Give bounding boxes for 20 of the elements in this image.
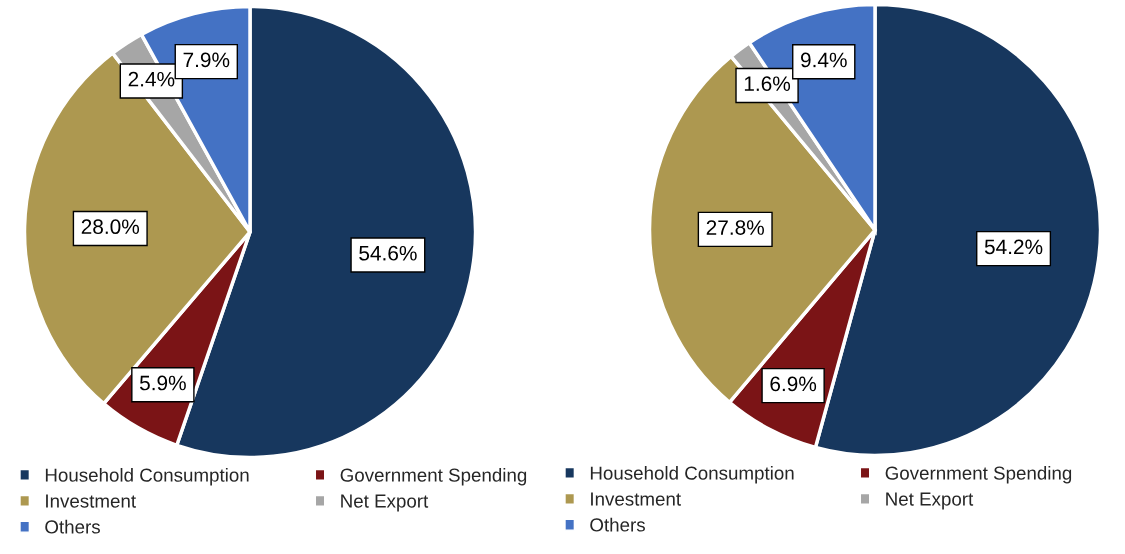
data-label: 9.4% xyxy=(801,52,847,68)
legend-label: Investment xyxy=(591,492,681,506)
legend-label: Household Consumption xyxy=(590,466,794,484)
data-label: 1.6% xyxy=(744,76,791,92)
legend-label: Investment xyxy=(46,494,136,508)
legend-label: Net Export xyxy=(341,494,429,512)
data-label: 54.2% xyxy=(984,239,1043,255)
data-label: 6.9% xyxy=(770,376,817,392)
legend-label: Others xyxy=(45,519,100,534)
legend-label: Government Spending xyxy=(885,466,1072,484)
legend-label: Others xyxy=(590,517,645,532)
legend-label: Net Export xyxy=(886,492,974,510)
data-label: 27.8% xyxy=(706,220,764,235)
data-label: 7.9% xyxy=(183,52,230,68)
legend-label: Household Consumption xyxy=(45,468,249,486)
data-label: 5.9% xyxy=(139,375,186,391)
legend-label: Government Spending xyxy=(340,468,527,486)
data-label: 54.6% xyxy=(359,245,417,261)
data-label: 28.0% xyxy=(81,219,140,235)
data-label: 2.4% xyxy=(128,71,175,87)
